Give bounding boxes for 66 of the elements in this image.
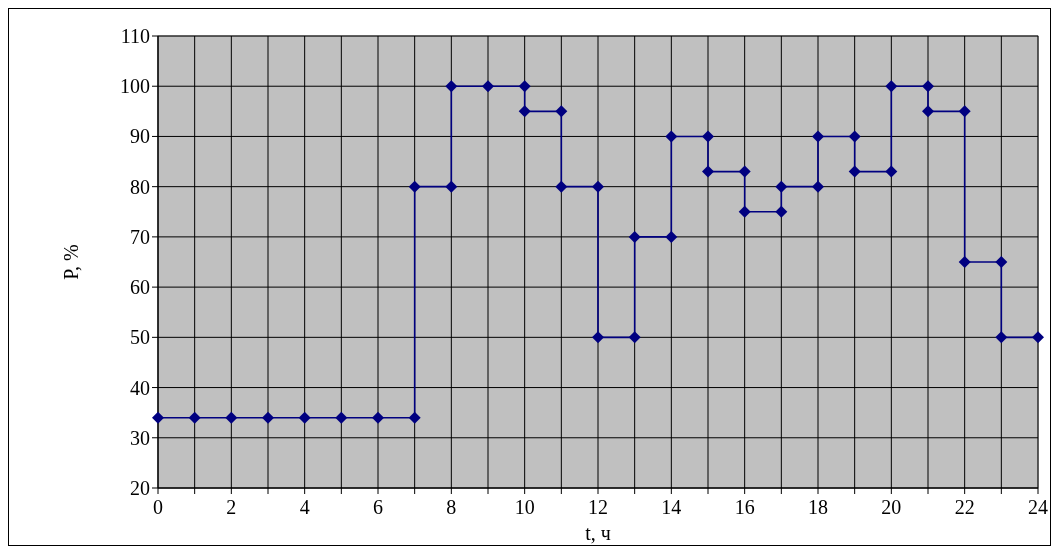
x-tick-label: 22	[954, 496, 975, 518]
x-tick-label: 12	[588, 496, 608, 518]
point	[188, 411, 201, 424]
point	[335, 411, 348, 424]
point	[702, 165, 714, 178]
y-tick-label: 40	[130, 376, 150, 399]
point	[885, 165, 898, 178]
point	[628, 230, 641, 243]
y-tick-label: 100	[120, 75, 150, 98]
point	[848, 130, 861, 143]
y-tick-label: 50	[130, 326, 150, 349]
point	[775, 180, 788, 193]
x-tick-label: 16	[734, 496, 755, 518]
point	[958, 105, 971, 118]
point	[1032, 331, 1044, 344]
y-tick-label: 70	[130, 225, 150, 248]
point	[995, 256, 1008, 268]
point	[592, 180, 604, 193]
x-tick-label: 10	[514, 496, 535, 518]
y-axis-title: P, %	[60, 244, 82, 280]
point	[445, 180, 458, 193]
point	[665, 230, 678, 243]
point	[555, 105, 568, 118]
point	[518, 105, 531, 118]
point	[812, 130, 824, 143]
point	[518, 80, 531, 93]
point	[225, 411, 238, 424]
point	[885, 80, 898, 93]
point	[408, 411, 421, 424]
point	[482, 80, 494, 93]
point	[922, 80, 934, 93]
point	[152, 411, 164, 424]
point	[958, 256, 971, 268]
point	[775, 205, 788, 218]
x-tick-label: 24	[1028, 496, 1048, 518]
x-tick-label: 20	[881, 496, 902, 518]
point	[738, 165, 751, 178]
point	[262, 411, 274, 424]
point	[408, 180, 421, 193]
x-tick-label: 6	[373, 496, 383, 518]
y-tick-label: 60	[130, 276, 150, 299]
point	[592, 331, 604, 344]
point	[738, 205, 751, 218]
point	[702, 130, 714, 143]
x-tick-label: 2	[226, 496, 237, 518]
y-tick-label: 30	[130, 426, 150, 449]
point	[372, 411, 384, 424]
y-tick-label: 80	[130, 175, 150, 198]
point	[298, 411, 311, 424]
x-tick-label: 14	[661, 496, 682, 518]
x-tick-label: 8	[446, 496, 457, 518]
x-tick-label: 4	[299, 496, 310, 518]
point	[665, 130, 678, 143]
y-tick-label: 20	[130, 477, 150, 499]
point	[555, 180, 568, 193]
x-tick-label: 0	[153, 496, 163, 518]
point	[445, 80, 458, 93]
y-tick-label: 90	[130, 125, 150, 148]
point	[848, 165, 861, 178]
point	[628, 331, 641, 344]
point	[922, 105, 934, 118]
x-axis-title: t, ч	[585, 522, 611, 544]
point	[812, 180, 824, 193]
y-tick-label: 110	[120, 25, 150, 47]
x-tick-label: 18	[808, 496, 828, 518]
point	[995, 331, 1008, 344]
